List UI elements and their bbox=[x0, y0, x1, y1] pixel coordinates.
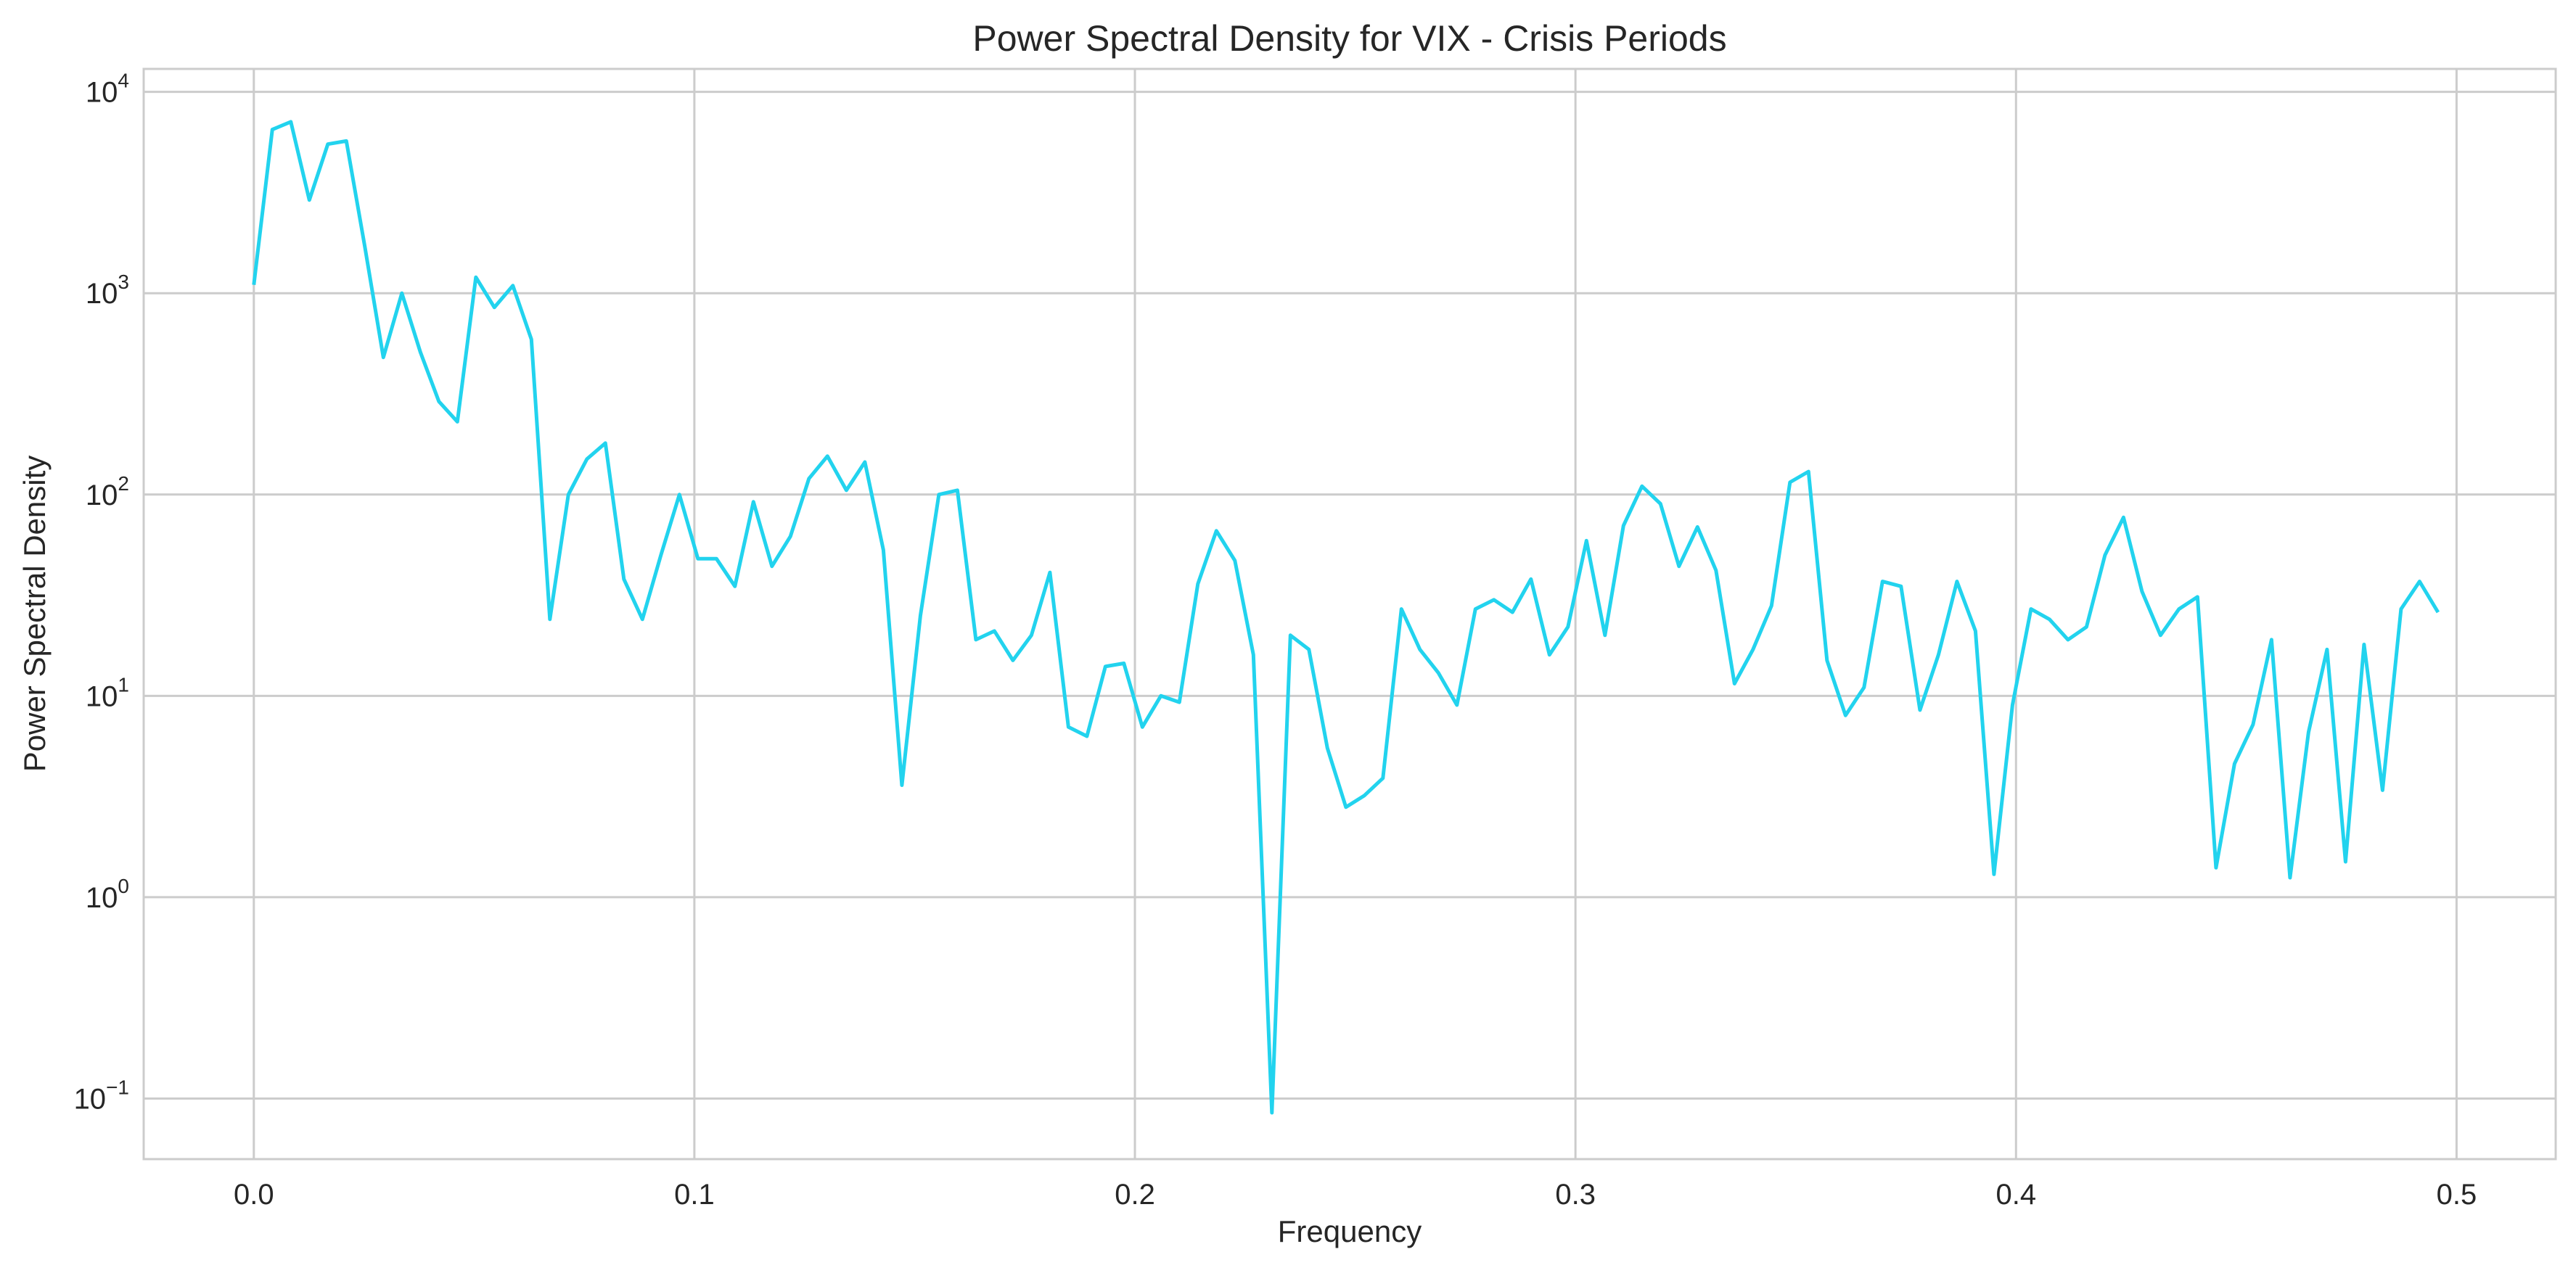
x-tick-label-0: 0.0 bbox=[234, 1179, 274, 1211]
x-tick-label-4: 0.4 bbox=[1995, 1179, 2036, 1211]
x-tick-label-1: 0.1 bbox=[674, 1179, 715, 1211]
grid-lines bbox=[144, 69, 2556, 1159]
chart-title: Power Spectral Density for VIX - Crisis … bbox=[972, 18, 1726, 59]
x-tick-label-3: 0.3 bbox=[1555, 1179, 1596, 1211]
x-tick-labels: 0.0 0.1 0.2 0.3 0.4 0.5 bbox=[234, 1179, 2477, 1211]
y-tick-label-0: 10−1 bbox=[74, 1076, 129, 1115]
series-line-0 bbox=[252, 120, 2440, 1115]
y-tick-labels: 10−1 100 101 102 103 104 bbox=[74, 70, 129, 1116]
y-tick-label-1: 100 bbox=[86, 875, 129, 914]
y-axis-title: Power Spectral Density bbox=[17, 456, 52, 773]
x-tick-label-5: 0.5 bbox=[2437, 1179, 2477, 1211]
plot-frame bbox=[142, 67, 2557, 1161]
y-tick-label-2: 101 bbox=[86, 673, 129, 712]
y-tick-label-4: 103 bbox=[86, 271, 129, 310]
series-layer bbox=[252, 120, 2440, 1115]
x-axis-title: Frequency bbox=[1278, 1214, 1422, 1248]
y-tick-label-5: 104 bbox=[86, 70, 129, 109]
plot-background bbox=[144, 69, 2556, 1159]
y-tick-label-3: 102 bbox=[86, 472, 129, 511]
x-tick-label-2: 0.2 bbox=[1115, 1179, 1155, 1211]
